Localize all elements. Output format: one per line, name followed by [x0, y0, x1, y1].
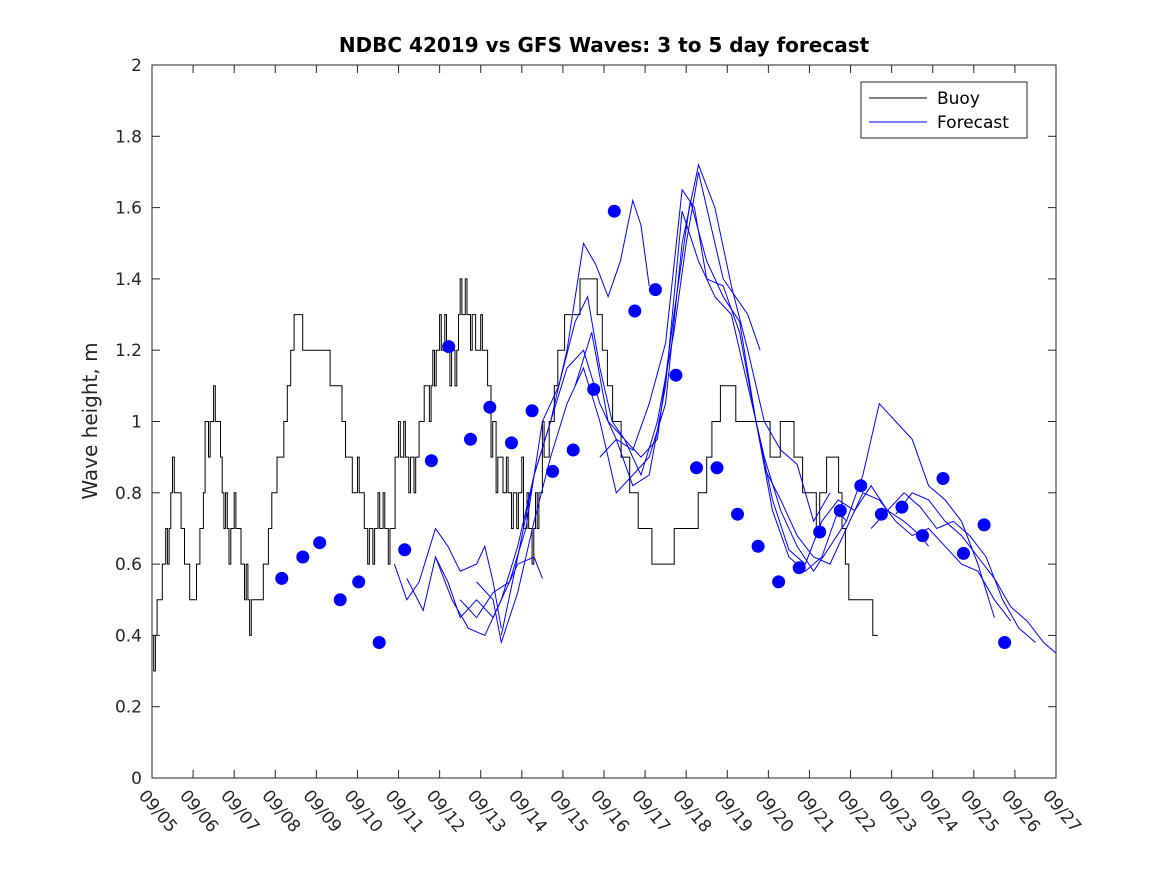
forecast-marker — [398, 543, 412, 557]
forecast-marker — [505, 436, 518, 450]
forecast-marker — [751, 539, 765, 553]
forecast-marker — [372, 636, 386, 649]
y-tick-label: 1.8 — [115, 127, 142, 147]
forecast-line-6 — [500, 188, 847, 636]
plot-area — [152, 65, 1056, 778]
y-tick-label: 0.8 — [115, 484, 142, 504]
y-tick-label: 1.6 — [115, 199, 142, 219]
buoy-series — [152, 278, 878, 672]
forecast-markers — [275, 204, 1012, 649]
forecast-marker — [690, 461, 703, 475]
forecast-marker — [525, 404, 539, 418]
forecast-marker — [648, 283, 662, 297]
forecast-marker — [874, 507, 888, 521]
forecast-marker — [628, 304, 642, 318]
forecast-marker — [546, 464, 560, 478]
forecast-marker — [936, 472, 950, 485]
forecast-marker — [731, 507, 744, 521]
forecast-marker — [710, 461, 724, 475]
forecast-marker — [977, 518, 991, 532]
forecast-marker — [813, 525, 827, 539]
y-tick-label: 0.4 — [115, 626, 142, 646]
y-tick-label: 1.2 — [115, 341, 142, 361]
legend-forecast-label: Forecast — [937, 113, 1009, 133]
y-tick-label: 1 — [131, 413, 142, 433]
buoy-line — [152, 278, 878, 672]
forecast-marker — [916, 529, 929, 543]
forecast-marker — [772, 575, 786, 589]
forecast-marker — [442, 340, 456, 354]
y-tick-label: 1.4 — [115, 270, 142, 290]
forecast-line-2 — [406, 555, 543, 619]
legend: Buoy Forecast — [860, 81, 1028, 139]
y-axis-label: Wave height, m — [78, 342, 102, 499]
forecast-marker — [895, 500, 909, 514]
chart-title: NDBC 42019 vs GFS Waves: 3 to 5 day fore… — [339, 33, 870, 57]
forecast-marker — [424, 454, 438, 468]
forecast-marker — [313, 536, 327, 550]
forecast-marker — [352, 575, 366, 589]
forecast-marker — [333, 593, 347, 607]
forecast-marker — [275, 571, 289, 585]
forecast-line-5 — [476, 163, 831, 645]
forecast-line-11 — [895, 492, 1056, 654]
forecast-marker — [296, 550, 310, 564]
forecast-line-8 — [599, 211, 995, 618]
forecast-line-10 — [870, 492, 1036, 643]
forecast-series-group — [393, 163, 1056, 654]
forecast-marker — [833, 504, 847, 518]
forecast-marker — [587, 382, 601, 396]
forecast-marker — [607, 204, 621, 218]
forecast-marker — [669, 368, 683, 382]
forecast-marker — [792, 561, 806, 575]
forecast-marker — [464, 432, 477, 446]
y-tick-label: 0.6 — [115, 555, 142, 575]
forecast-marker — [957, 546, 970, 560]
y-tick-label: 2 — [131, 56, 142, 76]
forecast-marker — [854, 479, 868, 493]
legend-box — [860, 81, 1028, 139]
legend-buoy-label: Buoy — [937, 89, 980, 109]
forecast-marker — [998, 636, 1012, 649]
y-tick-label: 0.2 — [115, 698, 142, 718]
y-axis: 0 0.2 0.4 0.6 0.8 1 1.2 1.4 1.6 1.8 2 — [115, 56, 1056, 789]
forecast-marker — [483, 400, 497, 414]
forecast-marker — [566, 443, 580, 457]
y-tick-label: 0 — [131, 769, 142, 789]
